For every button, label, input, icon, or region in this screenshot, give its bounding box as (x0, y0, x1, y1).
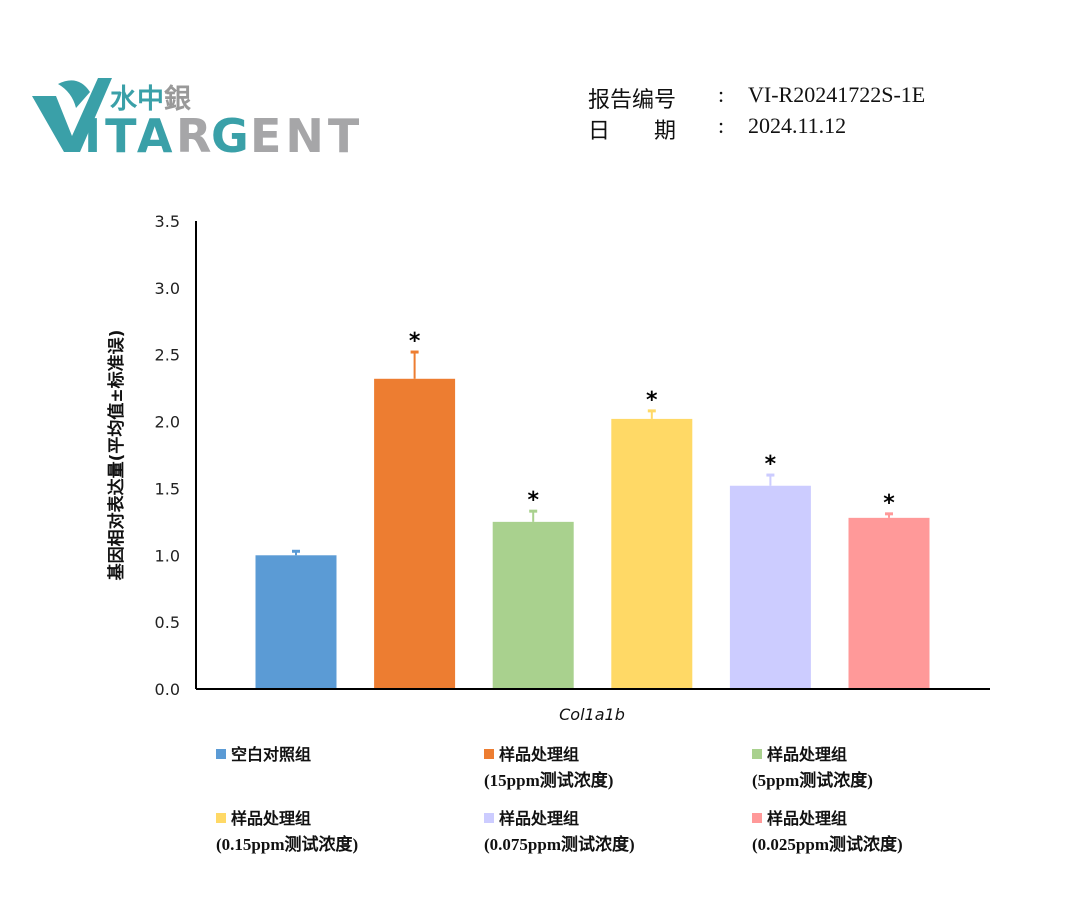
legend-sublabel: (0.15ppm测试浓度) (216, 835, 359, 854)
y-tick-label: 0.5 (155, 613, 180, 632)
legend-swatch (484, 749, 494, 759)
report-date-value: 2024.11.12 (748, 113, 847, 138)
legend-swatch (216, 749, 226, 759)
bar (611, 418, 693, 689)
report-number-label: 报告编号 (588, 87, 677, 112)
legend-label: 样品处理组 (499, 745, 580, 764)
svg-text:ITA: ITA (84, 109, 177, 158)
svg-text:ENT: ENT (250, 109, 363, 158)
legend-label: 样品处理组 (767, 809, 848, 828)
svg-text:G: G (211, 109, 249, 158)
x-axis-label: Col1a1b (559, 705, 625, 724)
legend-sublabel: (5ppm测试浓度) (752, 771, 873, 790)
legend-item: 样品处理组 (0.15ppm测试浓度) (216, 806, 358, 858)
significance-mark: * (409, 329, 421, 354)
y-tick-label: 3.0 (155, 279, 180, 298)
bar (492, 521, 574, 689)
legend-sublabel: (0.025ppm测试浓度) (752, 835, 903, 854)
vitargent-logo: 水中 銀 ITA R G ENT (32, 78, 363, 158)
y-tick-label: 3.5 (155, 212, 180, 231)
svg-text:銀: 銀 (164, 84, 191, 115)
legend-item: 样品处理组 (15ppm测试浓度) (484, 742, 613, 794)
significance-mark: * (527, 488, 539, 513)
bar-chart: 0.0 0.5 1.0 1.5 2.0 2.5 3.0 3.5 * * * * * 基因相对表达量(平… (106, 212, 990, 724)
legend-swatch (752, 749, 762, 759)
y-tick-label: 0.0 (155, 680, 180, 699)
y-tick-label: 2.5 (155, 346, 180, 365)
legend-item: 空白对照组 (216, 742, 311, 768)
legend-item: 样品处理组 (0.025ppm测试浓度) (752, 806, 903, 858)
legend-label: 样品处理组 (499, 809, 580, 828)
y-tick-label: 1.0 (155, 546, 180, 565)
report-date-sep: : (718, 113, 725, 138)
significance-mark: * (765, 452, 777, 477)
legend-swatch (216, 813, 226, 823)
legend-swatch (484, 813, 494, 823)
significance-mark: * (883, 491, 895, 516)
legend-sublabel: (15ppm测试浓度) (484, 771, 614, 790)
bar (729, 485, 811, 689)
bar (255, 555, 337, 689)
legend-label: 样品处理组 (231, 809, 312, 828)
y-axis-label: 基因相对表达量(平均值±标准误) (106, 330, 127, 582)
legend-item: 样品处理组 (5ppm测试浓度) (752, 742, 873, 794)
report-date-label: 日 期 (588, 118, 677, 143)
legend-item: 样品处理组 (0.075ppm测试浓度) (484, 806, 635, 858)
y-tick-label: 2.0 (155, 413, 180, 432)
bar (848, 517, 930, 689)
y-tick-label: 1.5 (155, 479, 180, 498)
significance-mark: * (646, 388, 658, 413)
legend-label: 样品处理组 (767, 745, 848, 764)
legend-sublabel: (0.075ppm测试浓度) (484, 835, 635, 854)
legend-swatch (752, 813, 762, 823)
svg-text:R: R (176, 109, 215, 158)
legend-label: 空白对照组 (231, 745, 312, 764)
logo-cn: 水中 (110, 84, 164, 115)
report-number-value: VI-R20241722S-1E (748, 82, 926, 107)
bar (374, 378, 456, 689)
report-number-sep: : (718, 82, 725, 107)
